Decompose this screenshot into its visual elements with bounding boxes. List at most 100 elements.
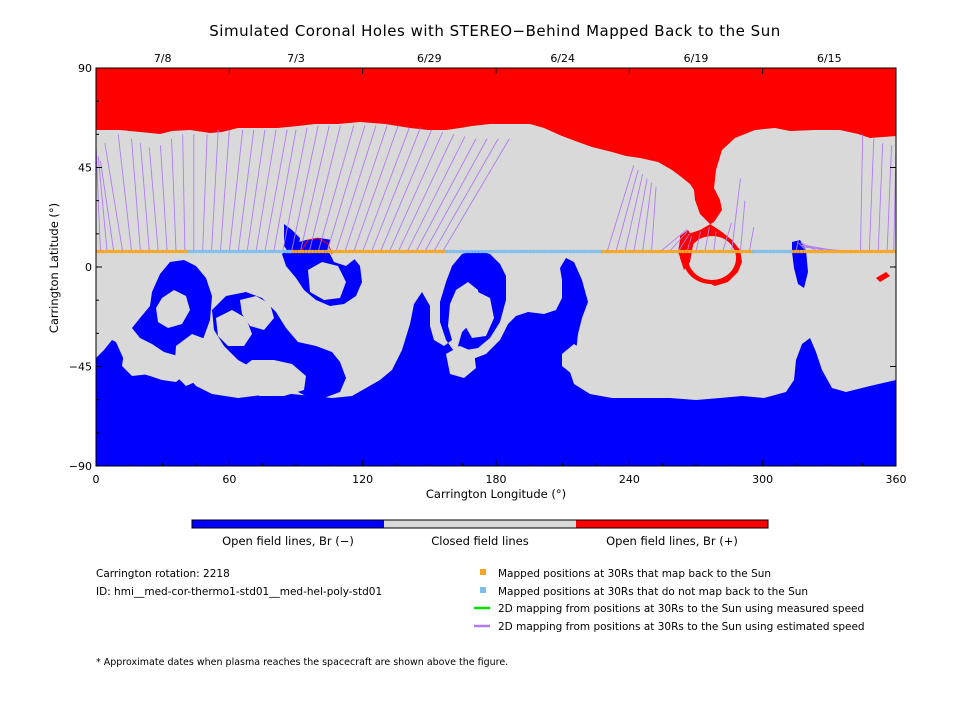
synoptic-map (96, 68, 896, 466)
estimated-mapping-line (96, 145, 101, 252)
mapped-position-point (873, 249, 877, 254)
negative-patch-north (284, 224, 300, 254)
unmapped-position-point (572, 249, 576, 254)
top-date-label: 6/24 (550, 52, 575, 65)
estimated-mapping-line (139, 143, 150, 252)
mapped-position-point (604, 249, 608, 254)
unmapped-position-point (522, 249, 526, 254)
closed-island-4 (216, 310, 252, 346)
mapped-position-point (101, 249, 105, 254)
unmapped-position-point (211, 249, 215, 254)
estimated-mapping-line (859, 134, 864, 252)
positive-polar-hole (96, 68, 896, 286)
unmapped-position-point (271, 249, 275, 254)
mapped-position-point (111, 249, 115, 254)
estimated-speed-mapping-lines (96, 125, 896, 252)
mapped-position-point (893, 249, 896, 254)
y-tick-label: 0 (85, 261, 92, 274)
mapped-position-point (721, 249, 725, 254)
mapped-position-point (337, 249, 341, 254)
mapped-position-point (707, 249, 711, 254)
mapped-position-point (734, 249, 738, 254)
unmapped-position-point (595, 249, 599, 254)
mapped-position-point (104, 249, 108, 254)
y-tick-label: 90 (78, 62, 92, 75)
mapped-position-point (727, 249, 731, 254)
mapped-position-point (117, 249, 121, 254)
unmapped-position-point (568, 249, 573, 254)
mapped-position-point (664, 249, 668, 254)
mapped-position-point (661, 249, 665, 254)
mapped-position-point (614, 249, 618, 254)
mapped-position-point (701, 249, 705, 254)
mapped-position-point (404, 249, 408, 254)
estimated-mapping-line (308, 125, 341, 252)
unmapped-position-point (505, 249, 509, 254)
mapped-position-point (886, 249, 890, 254)
mapped-position-point (96, 249, 98, 254)
mapped-position-point (624, 249, 628, 254)
unmapped-position-point (194, 249, 198, 254)
model-id: ID: hmi__med-cor-thermo1-std01__med-hel-… (96, 586, 382, 598)
unmapped-position-point (251, 249, 255, 254)
mapped-position-point (417, 249, 421, 254)
mapped-position-point (294, 249, 298, 254)
estimated-mapping-line (731, 178, 741, 252)
mapped-position-point (627, 249, 631, 254)
mapped-position-point (876, 249, 880, 254)
mapped-position-point (631, 249, 635, 254)
estimated-mapping-line (335, 125, 377, 252)
colorbar: Open field lines, Br (−) Closed field li… (191, 519, 769, 548)
mapped-position-point (394, 249, 398, 254)
mapped-position-point (347, 249, 351, 254)
unmapped-position-point (492, 249, 496, 254)
mapped-position-point (809, 249, 814, 254)
closed-island-9 (464, 292, 494, 338)
unmapped-position-point (455, 249, 459, 254)
x-tick-label: 180 (486, 473, 507, 486)
mapped-position-point (651, 249, 655, 254)
unmapped-position-point (508, 249, 513, 254)
mapped-position-point (437, 249, 441, 254)
mapped-position-point (371, 249, 375, 254)
unmapped-position-point (237, 249, 241, 254)
mapped-position-point (657, 249, 661, 254)
unmapped-position-point (598, 249, 603, 254)
legend-label-unmapped: Mapped positions at 30Rs that do not map… (498, 586, 808, 598)
unmapped-position-point (445, 249, 449, 254)
unmapped-position-point (458, 249, 463, 254)
y-tick-label: 45 (78, 162, 92, 175)
estimated-mapping-line (97, 156, 108, 252)
mapped-position-point (167, 249, 171, 254)
mapped-position-point (879, 249, 884, 254)
x-tick-label: 240 (619, 473, 640, 486)
chart-title: Simulated Coronal Holes with STEREO−Behi… (209, 22, 780, 40)
estimated-mapping-line (677, 233, 690, 252)
mapped-position-point (317, 249, 321, 254)
mapped-position-point (141, 249, 145, 254)
unmapped-position-point (468, 249, 473, 254)
estimated-mapping-line (219, 129, 230, 252)
mapped-position-point (131, 249, 135, 254)
mapped-position-point (747, 249, 751, 254)
top-date-label: 6/29 (417, 52, 442, 65)
legend-marker-unmapped (480, 587, 486, 593)
unmapped-position-point (755, 249, 759, 254)
mapped-position-point (634, 249, 638, 254)
estimated-mapping-line (713, 231, 717, 252)
estimated-mapping-line (868, 138, 875, 252)
mapped-position-point (601, 249, 605, 254)
mapped-position-point (819, 249, 824, 254)
mapped-position-point (866, 249, 870, 254)
unmapped-position-point (545, 249, 549, 254)
mapped-position-point (387, 249, 391, 254)
mapped-position-point (816, 249, 820, 254)
unmapped-position-point (558, 249, 563, 254)
mapped-position-point (424, 249, 428, 254)
estimated-mapping-line (748, 227, 755, 252)
mapped-position-point (704, 249, 708, 254)
unmapped-position-point (221, 249, 225, 254)
mapped-position-point (869, 249, 874, 254)
estimated-mapping-line (317, 125, 355, 252)
unmapped-position-point (452, 249, 456, 254)
